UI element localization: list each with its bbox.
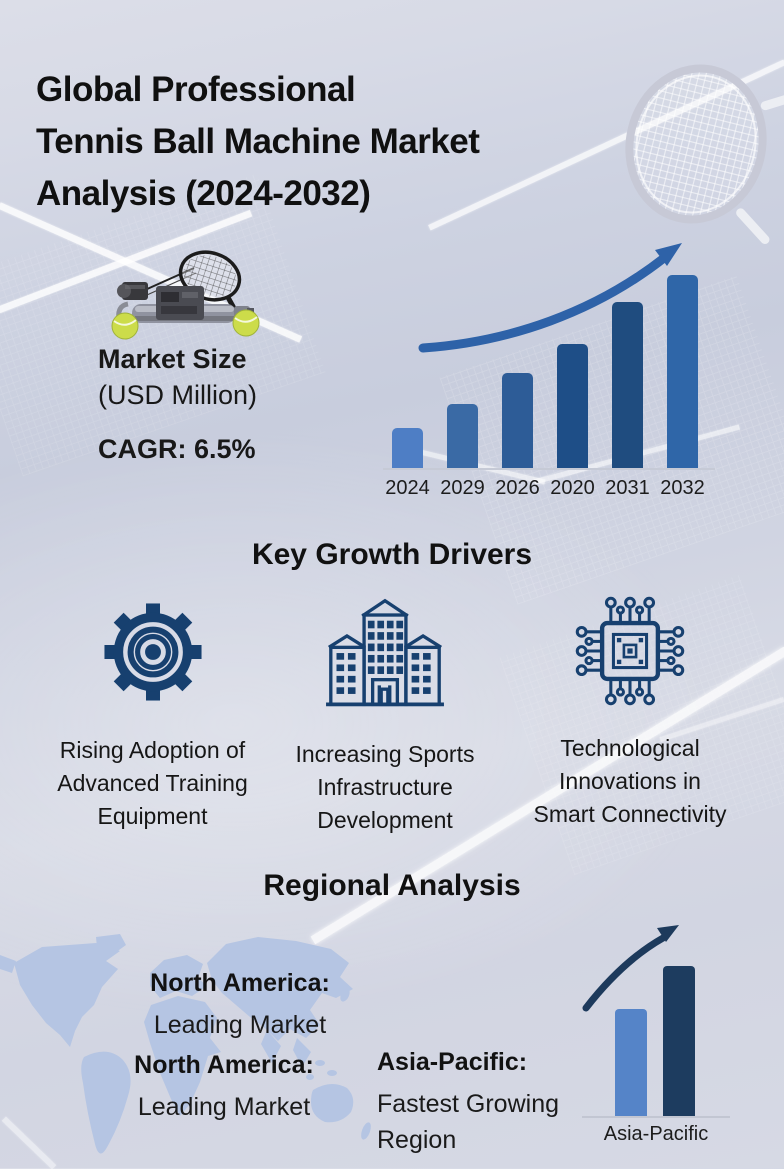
cagr-value: CAGR: 6.5% bbox=[98, 434, 256, 464]
mini-growth-arrow-icon bbox=[582, 925, 679, 1012]
driver-column-training-equipment: Rising Adoption of Advanced Training Equ… bbox=[20, 596, 285, 833]
world-map-image bbox=[0, 934, 371, 1154]
market-size-label: Market Size bbox=[98, 344, 247, 374]
region-name: North America: bbox=[134, 1051, 314, 1079]
section-heading-growth-drivers: Key Growth Drivers bbox=[251, 538, 533, 571]
mini-chart-label: Asia-Pacific bbox=[603, 1123, 709, 1145]
bar-2031 bbox=[612, 302, 643, 468]
driver-label: Technological Innovations in Smart Conne… bbox=[533, 735, 727, 827]
bar-2032 bbox=[667, 275, 698, 468]
x-tick: 2020 bbox=[550, 477, 595, 499]
section-heading-regional-analysis: Regional Analysis bbox=[263, 869, 521, 902]
chart-x-axis-labels: 2024 2029 2026 2020 2031 2032 bbox=[380, 477, 710, 500]
bar-2026 bbox=[502, 373, 533, 468]
market-size-unit: (USD Million) bbox=[98, 380, 258, 410]
x-tick: 2029 bbox=[440, 477, 485, 499]
page-title: Global Professional Tennis Ball Machine … bbox=[36, 70, 480, 213]
gear-icon bbox=[20, 596, 285, 708]
tennis-racket-image bbox=[618, 60, 784, 245]
growth-arrow-icon bbox=[418, 243, 682, 353]
region-name: North America: bbox=[150, 969, 330, 997]
region-desc: Fastest Growing Region bbox=[377, 1090, 560, 1154]
mini-bar-light bbox=[615, 1009, 647, 1117]
driver-column-technology: Technological Innovations in Smart Conne… bbox=[505, 590, 755, 831]
region-desc: Leading Market bbox=[137, 1093, 311, 1121]
bar-2029 bbox=[447, 404, 478, 468]
market-size-bar-chart bbox=[383, 270, 715, 470]
x-tick: 2024 bbox=[385, 477, 430, 499]
mini-bar-dark bbox=[663, 966, 695, 1117]
x-tick: 2026 bbox=[495, 477, 540, 499]
tennis-ball-machine-image bbox=[111, 248, 260, 340]
bar-2024 bbox=[392, 428, 423, 468]
chip-icon bbox=[505, 590, 755, 712]
x-tick: 2031 bbox=[605, 477, 650, 499]
driver-label: Increasing Sports Infrastructure Develop… bbox=[295, 741, 475, 833]
region-desc: Leading Market bbox=[153, 1011, 327, 1039]
driver-label: Rising Adoption of Advanced Training Equ… bbox=[57, 737, 248, 829]
region-block-north-america-1: North America: Leading Market bbox=[90, 969, 390, 1043]
region-name: Asia-Pacific: bbox=[377, 1048, 528, 1076]
region-block-asia-pacific: Asia-Pacific: Fastest Growing Region bbox=[377, 1048, 592, 1158]
x-tick: 2032 bbox=[660, 477, 705, 499]
mini-chart-baseline bbox=[582, 1116, 730, 1118]
bar-2020 bbox=[557, 344, 588, 468]
region-block-north-america-2: North America: Leading Market bbox=[74, 1051, 374, 1125]
driver-column-infrastructure: Increasing Sports Infrastructure Develop… bbox=[287, 596, 483, 837]
building-icon bbox=[287, 596, 483, 712]
